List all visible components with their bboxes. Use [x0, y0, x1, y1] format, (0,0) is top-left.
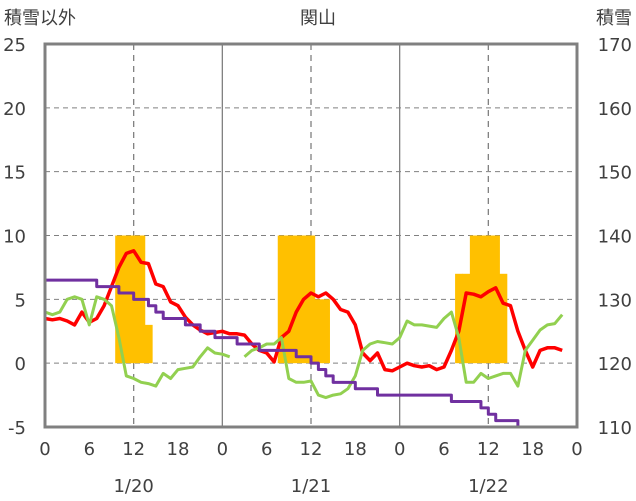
plot-frame [43, 42, 579, 429]
snowfall-bar [144, 324, 153, 364]
right-tick-label: 130 [598, 290, 632, 311]
right-tick-label: 150 [598, 163, 632, 184]
series-line [44, 249, 563, 373]
snowfall-bar [492, 235, 500, 364]
right-tick-label: 110 [598, 418, 632, 439]
x-tick-label: 12 [300, 439, 323, 460]
chart-title: 関山 [300, 8, 336, 29]
left-tick-label: -5 [8, 418, 26, 439]
x-tick-label: 6 [438, 439, 449, 460]
day-label: 1/21 [291, 476, 331, 497]
snowfall-bar [115, 235, 124, 364]
x-tick-label: 6 [84, 439, 95, 460]
left-tick-label: 20 [3, 99, 26, 120]
right-tick-label: 170 [598, 35, 632, 56]
left-tick-label: 0 [15, 354, 26, 375]
snowfall-bar [455, 273, 463, 364]
x-tick-label: 0 [571, 439, 582, 460]
series-line [243, 310, 564, 400]
x-tick-label: 18 [521, 439, 544, 460]
x-tick-label: 18 [167, 439, 190, 460]
left-tick-label: 10 [3, 227, 26, 248]
x-tick-label: 0 [217, 439, 228, 460]
series-line [44, 295, 231, 388]
x-tick-label: 0 [394, 439, 405, 460]
snowfall-bar [122, 235, 131, 364]
day-label: 1/22 [468, 476, 508, 497]
right-tick-label: 140 [598, 227, 632, 248]
snowfall-bar [499, 273, 508, 364]
right-tick-label: 160 [598, 99, 632, 120]
snowfall-bar [484, 235, 493, 364]
x-tick-label: 18 [344, 439, 367, 460]
x-tick-label: 12 [122, 439, 145, 460]
snowfall-bar [469, 235, 478, 364]
right-tick-label: 120 [598, 354, 632, 375]
x-tick-label: 0 [39, 439, 50, 460]
line-layer [44, 249, 564, 429]
right-axis-label: 積雪 [596, 8, 632, 29]
snowfall-bar [277, 235, 286, 364]
x-tick-label: 6 [261, 439, 272, 460]
snowfall-bar [292, 235, 301, 364]
left-tick-label: 5 [15, 290, 26, 311]
left-tick-label: 25 [3, 35, 26, 56]
series-line [45, 278, 563, 429]
snowfall-bar [314, 299, 323, 364]
snowfall-bar [462, 273, 471, 364]
snowfall-bar [307, 235, 316, 364]
x-tick-label: 12 [477, 439, 500, 460]
snowfall-bar [285, 235, 294, 364]
day-label: 1/20 [113, 476, 153, 497]
left-axis-label: 積雪以外 [4, 8, 76, 29]
snowfall-bar [322, 299, 330, 364]
snowfall-bar [477, 235, 486, 364]
left-tick-label: 15 [3, 163, 26, 184]
